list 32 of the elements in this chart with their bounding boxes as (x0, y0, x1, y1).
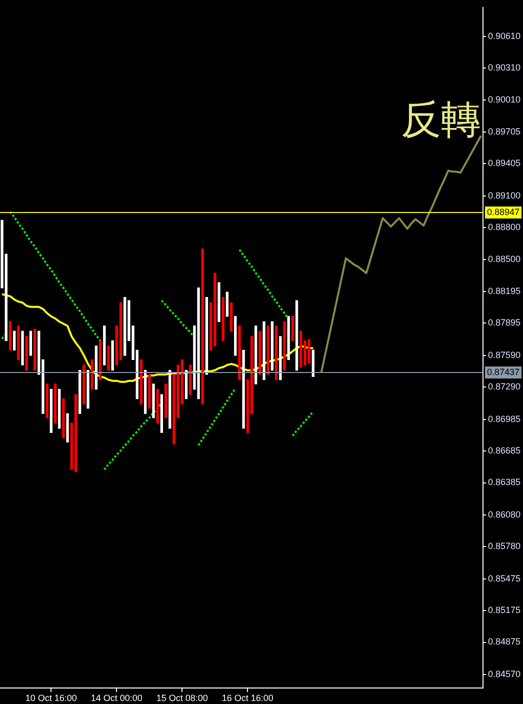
line-series (198, 387, 236, 446)
y-tick-label: 0.88195 (488, 286, 521, 296)
y-tick-label: 0.89405 (488, 158, 521, 168)
y-tick-label: 0.86685 (488, 446, 521, 456)
y-tick-label: 0.87895 (488, 318, 521, 328)
y-tick-label: 0.86080 (488, 509, 521, 520)
y-tick-label: 0.84875 (488, 636, 521, 647)
line-series (103, 402, 163, 471)
y-tick-label: 0.84570 (488, 668, 521, 679)
y-tick-label: 0.90610 (488, 30, 521, 41)
y-tick-label: 0.85780 (488, 541, 521, 552)
y-tick-label: 0.89100 (488, 190, 521, 200)
y-tick-label: 0.85475 (488, 573, 521, 584)
y-tick-label: 0.89705 (488, 126, 521, 137)
line-series (9, 210, 102, 342)
y-tick-label: 0.86985 (488, 414, 521, 424)
y-tick-label: 0.87590 (488, 350, 521, 360)
y-tick-label: 0.85175 (488, 605, 521, 616)
ref-line-label: 0.88947 (487, 206, 520, 217)
y-tick-label: 0.86385 (488, 477, 521, 488)
x-tick-label: 16 Oct 16:00 (222, 692, 274, 703)
x-tick-label: 10 Oct 16:00 (25, 692, 77, 703)
x-tick-label: 14 Oct 00:00 (90, 692, 142, 703)
annotation: 反轉 (401, 96, 481, 143)
line-series (292, 410, 314, 437)
y-tick-label: 0.87290 (488, 382, 521, 392)
ref-line-label: 0.87437 (487, 366, 520, 377)
y-tick-label: 0.90010 (488, 94, 521, 104)
y-tick-label: 0.88500 (488, 254, 521, 264)
x-tick-label: 15 Oct 08:00 (156, 692, 208, 703)
y-tick-label: 0.88800 (488, 222, 521, 232)
y-tick-label: 0.90310 (488, 62, 521, 73)
